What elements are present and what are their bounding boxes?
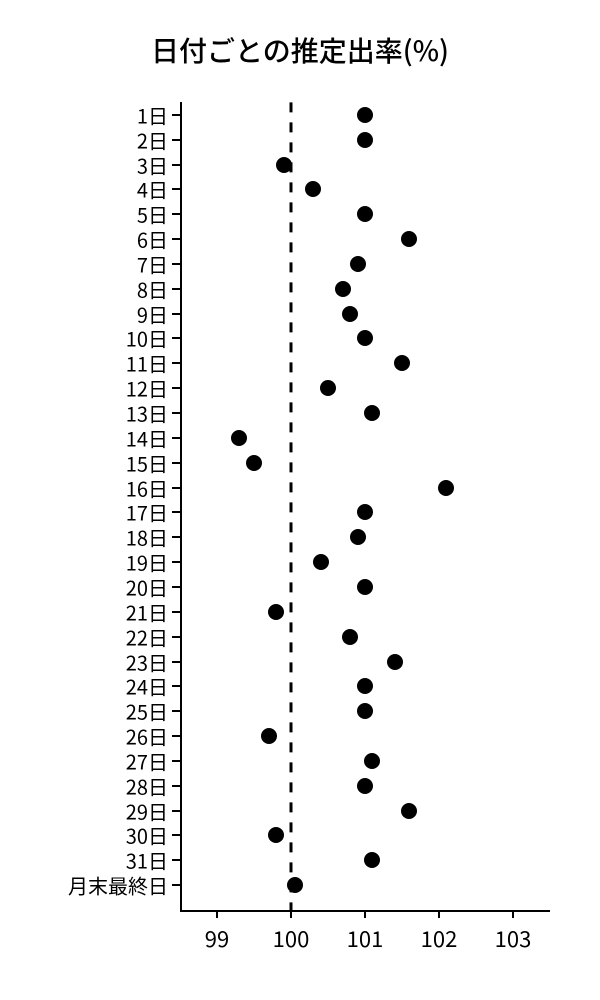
data-point	[335, 281, 351, 297]
data-point	[261, 728, 277, 744]
data-point	[357, 206, 373, 222]
data-point	[320, 380, 336, 396]
data-point	[357, 778, 373, 794]
x-tick-mark	[216, 910, 218, 918]
data-point	[313, 554, 329, 570]
data-point	[231, 430, 247, 446]
x-tick-mark	[290, 910, 292, 918]
data-point	[357, 330, 373, 346]
data-point	[387, 654, 403, 670]
x-tick-mark	[512, 910, 514, 918]
data-point	[357, 579, 373, 595]
data-point	[342, 629, 358, 645]
y-tick-label: 月末最終日	[68, 871, 180, 900]
data-point	[364, 852, 380, 868]
data-point	[357, 132, 373, 148]
x-tick-mark	[364, 910, 366, 918]
data-point	[357, 504, 373, 520]
y-axis-line	[180, 102, 182, 910]
data-point	[342, 306, 358, 322]
data-point	[364, 753, 380, 769]
data-point	[401, 231, 417, 247]
x-tick-label: 100	[273, 922, 310, 954]
data-point	[357, 107, 373, 123]
data-point	[268, 604, 284, 620]
data-point	[246, 455, 262, 471]
x-tick-label: 102	[421, 922, 458, 954]
plot-area: 1日2日3日4日5日6日7日8日9日10日11日12日13日14日15日16日1…	[180, 90, 550, 910]
data-point	[305, 181, 321, 197]
x-tick-label: 101	[347, 922, 384, 954]
data-point	[350, 256, 366, 272]
data-point	[287, 877, 303, 893]
data-point	[438, 480, 454, 496]
data-point	[268, 827, 284, 843]
data-point	[357, 703, 373, 719]
data-point	[276, 157, 292, 173]
x-tick-label: 99	[205, 922, 229, 954]
data-point	[401, 803, 417, 819]
data-point	[394, 355, 410, 371]
chart-title: 日付ごとの推定出率(%)	[0, 30, 600, 70]
data-point	[357, 678, 373, 694]
chart-container: 日付ごとの推定出率(%) 1日2日3日4日5日6日7日8日9日10日11日12日…	[0, 0, 600, 1000]
x-tick-label: 103	[495, 922, 532, 954]
data-point	[364, 405, 380, 421]
x-tick-mark	[438, 910, 440, 918]
data-point	[350, 529, 366, 545]
